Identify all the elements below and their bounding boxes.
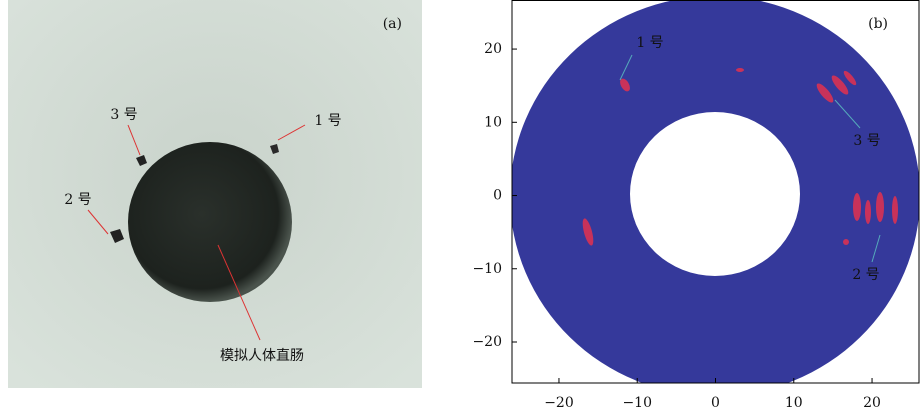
photo-panel: (a) 3 号 1 号 2 号 模拟人体直肠	[8, 0, 422, 388]
annotation: 1 号	[314, 113, 341, 129]
annotation: 2 号	[64, 192, 91, 208]
annotation: 模拟人体直肠	[220, 347, 304, 364]
figure: (a) 3 号 1 号 2 号 模拟人体直肠	[0, 0, 920, 415]
x-tick-label: 20	[863, 395, 881, 411]
annotation: 3 号	[110, 107, 137, 123]
rectum-model	[128, 142, 292, 302]
chart-panel: (b) 1 号 3 号 2 号 −20 −10 0 10 20 20 10 0 −10 −20	[472, 0, 920, 411]
plot-area	[510, 0, 920, 396]
reflection	[843, 239, 849, 245]
page: {"photo": {"label": "(a)", "annotations"…	[0, 0, 920, 415]
y-tick-label: 20	[484, 41, 502, 57]
annotation: 1 号	[636, 35, 663, 51]
panel-label: (b)	[868, 16, 888, 32]
y-tick-label: −20	[472, 334, 502, 350]
x-tick-label: 0	[711, 395, 720, 411]
x-tick-label: −10	[622, 395, 652, 411]
annotation: 3 号	[853, 133, 880, 149]
reflection	[892, 196, 898, 224]
x-tick-label: 10	[785, 395, 803, 411]
y-tick-label: 10	[484, 114, 502, 130]
y-tick-label: 0	[493, 188, 502, 204]
x-tick-label: −20	[544, 395, 574, 411]
annotation: 2 号	[852, 267, 879, 283]
reflection	[853, 193, 861, 221]
reflection	[736, 68, 744, 72]
reflection	[865, 200, 871, 224]
panel-label: (a)	[383, 16, 402, 32]
y-tick-label: −10	[472, 261, 502, 277]
reflection	[876, 192, 884, 222]
